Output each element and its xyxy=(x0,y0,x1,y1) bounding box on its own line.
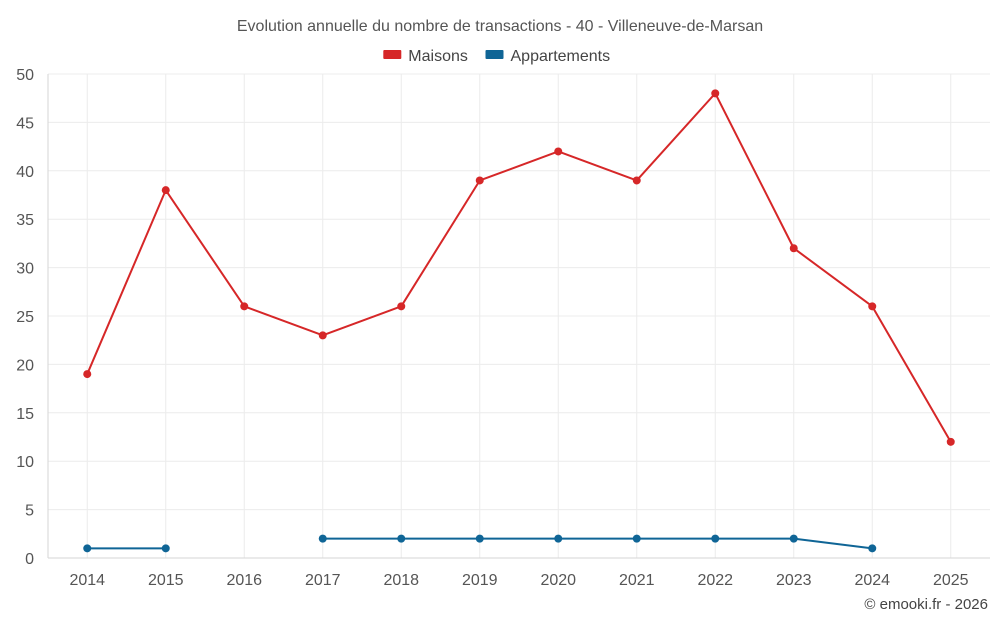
data-point-appartements xyxy=(161,544,170,553)
legend-label-appartements: Appartements xyxy=(511,48,611,65)
x-tick-label: 2024 xyxy=(854,572,890,589)
data-point-appartements xyxy=(83,544,92,553)
data-point-maisons xyxy=(475,176,484,185)
series-appartements xyxy=(83,534,877,553)
data-point-maisons xyxy=(83,370,92,379)
data-point-appartements xyxy=(318,534,327,543)
x-tick-label: 2020 xyxy=(540,572,576,589)
y-tick-label: 40 xyxy=(16,164,34,181)
legend-swatch-maisons xyxy=(383,50,402,59)
grid xyxy=(48,73,990,558)
data-point-appartements xyxy=(554,534,563,543)
data-point-maisons xyxy=(554,147,563,156)
x-tick-label: 2014 xyxy=(69,572,105,589)
data-point-appartements xyxy=(868,544,877,553)
credit-text: © emooki.fr - 2026 xyxy=(864,596,988,613)
x-tick-label: 2017 xyxy=(305,572,341,589)
data-point-appartements xyxy=(789,534,798,543)
series-line-maisons xyxy=(86,92,952,443)
data-point-appartements xyxy=(632,534,641,543)
x-tick-label: 2019 xyxy=(462,572,498,589)
y-tick-label: 5 xyxy=(25,503,34,520)
legend-label-maisons: Maisons xyxy=(408,48,468,65)
x-tick-label: 2022 xyxy=(697,572,733,589)
legend-item-maisons[interactable]: Maisons xyxy=(383,48,468,65)
y-tick-label: 20 xyxy=(16,357,34,374)
legend-item-appartements[interactable]: Appartements xyxy=(485,48,611,65)
x-tick-label: 2016 xyxy=(226,572,262,589)
data-point-maisons xyxy=(240,302,249,311)
series-layer xyxy=(83,89,955,553)
data-point-appartements xyxy=(475,534,484,543)
x-tick-label: 2025 xyxy=(933,572,969,589)
data-point-maisons xyxy=(161,186,170,195)
y-tick-label: 45 xyxy=(16,115,34,132)
data-point-maisons xyxy=(868,302,877,311)
y-tick-label: 15 xyxy=(16,406,34,423)
x-tick-label: 2023 xyxy=(776,572,812,589)
x-tick-label: 2015 xyxy=(148,572,184,589)
x-tick-label: 2018 xyxy=(383,572,419,589)
y-tick-label: 25 xyxy=(16,309,34,326)
data-point-maisons xyxy=(789,244,798,253)
data-point-appartements xyxy=(397,534,406,543)
y-tick-label: 30 xyxy=(16,261,34,278)
data-point-maisons xyxy=(397,302,406,311)
x-tick-label: 2021 xyxy=(619,572,655,589)
chart-title: Evolution annuelle du nombre de transact… xyxy=(237,18,763,35)
data-point-appartements xyxy=(711,534,720,543)
y-tick-label: 10 xyxy=(16,454,34,471)
y-tick-label: 50 xyxy=(16,67,34,84)
y-tick-label: 0 xyxy=(25,551,34,568)
series-maisons xyxy=(83,89,955,446)
data-point-maisons xyxy=(711,89,720,98)
series-line-appartements xyxy=(322,537,873,550)
data-point-maisons xyxy=(632,176,641,185)
y-tick-label: 35 xyxy=(16,212,34,229)
data-point-maisons xyxy=(946,437,955,446)
legend[interactable]: Maisons Appartements xyxy=(383,48,610,65)
legend-swatch-appartements xyxy=(485,50,504,59)
data-point-maisons xyxy=(318,331,327,340)
